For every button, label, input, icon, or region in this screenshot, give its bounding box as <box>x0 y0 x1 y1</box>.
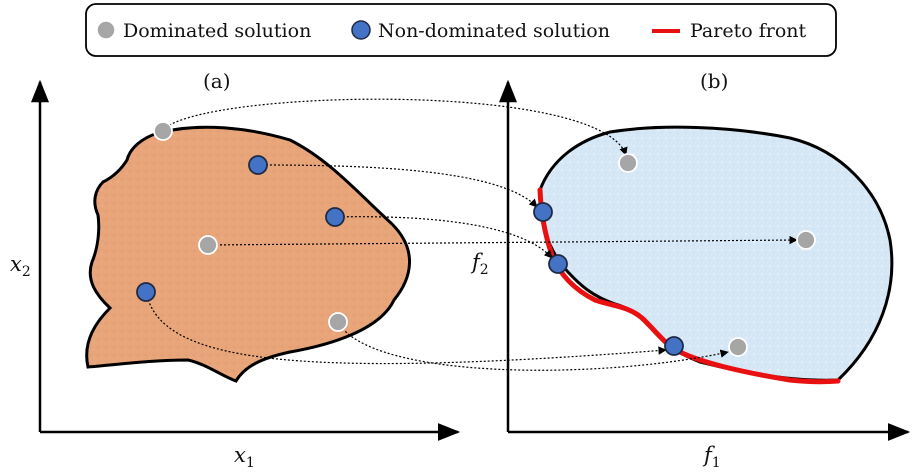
axis-label-f1: f1 <box>702 443 721 471</box>
panel-label-a: (a) <box>203 69 231 93</box>
axis-label-x2: x2 <box>10 252 31 280</box>
dominated-point <box>198 235 218 255</box>
mapping-arrow-3 <box>334 216 553 259</box>
dominated-point <box>796 230 816 250</box>
dominated-point <box>328 312 348 332</box>
nondominated-point <box>136 282 156 302</box>
dominated-point <box>618 153 638 173</box>
dominated-solution-marker <box>96 20 116 40</box>
axis-label-x1: x1 <box>234 443 255 471</box>
objective-points <box>533 153 816 357</box>
panel-label-b: (b) <box>700 69 728 93</box>
decision-space-region <box>85 125 411 383</box>
dominated-point <box>153 121 173 141</box>
nondominated-point <box>548 254 568 274</box>
nondominated-solution-marker <box>351 20 371 40</box>
legend-label-front: Pareto front <box>690 20 806 42</box>
legend: Dominated solution Non-dominated solutio… <box>85 3 837 57</box>
axes-a <box>31 79 461 441</box>
decision-points <box>136 121 348 332</box>
objective-space-region <box>538 125 894 382</box>
legend-label-nondominated: Non-dominated solution <box>378 20 610 42</box>
mapping-arrow-2 <box>257 164 538 208</box>
dominated-point <box>728 337 748 357</box>
nondominated-point <box>664 336 684 356</box>
legend-box <box>85 3 837 57</box>
mapping-arrow-1 <box>162 98 628 156</box>
nondominated-point <box>325 207 345 227</box>
mapping-arrows <box>145 98 798 371</box>
legend-label-dominated: Dominated solution <box>123 20 311 42</box>
nondominated-point <box>533 202 553 222</box>
nondominated-point <box>248 155 268 175</box>
mapping-arrow-5 <box>145 291 667 365</box>
mapping-arrow-6 <box>337 321 729 371</box>
axes-b <box>499 79 911 441</box>
axis-label-f2: f2 <box>470 250 489 278</box>
